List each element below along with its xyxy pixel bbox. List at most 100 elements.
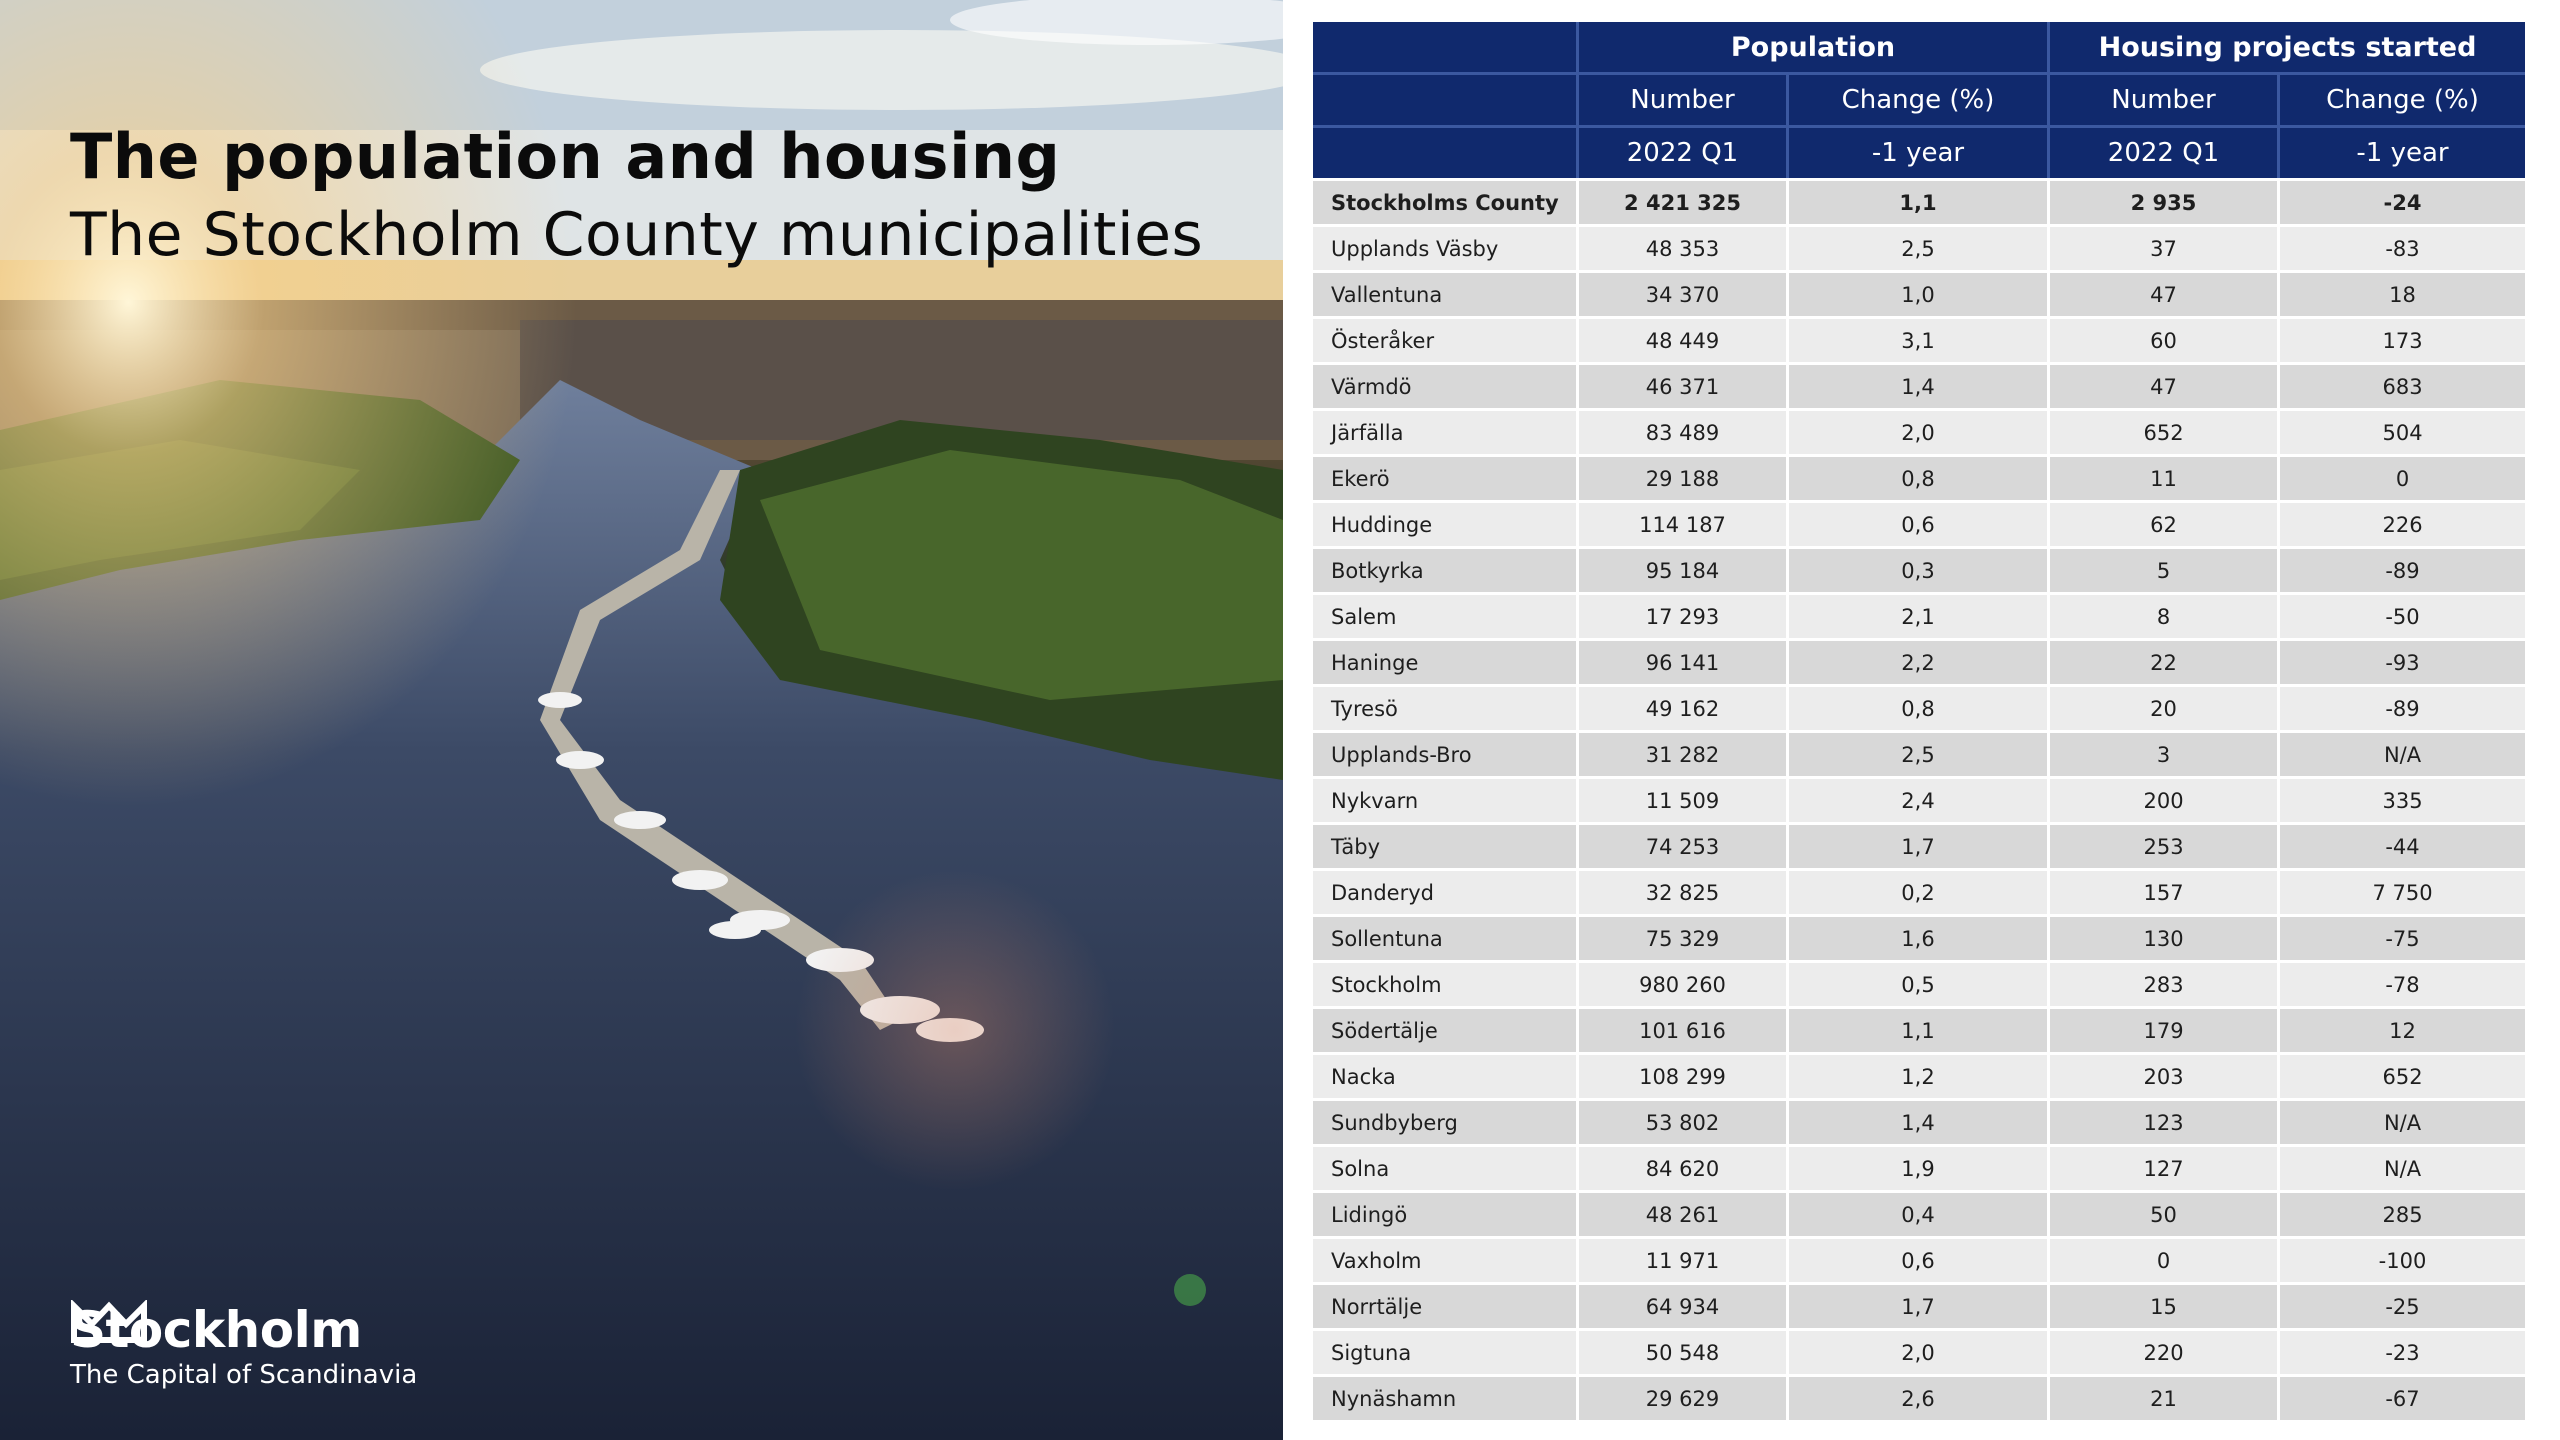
- table-cell: 74 253: [1579, 822, 1789, 868]
- table-cell: 46 371: [1579, 362, 1789, 408]
- table-cell: -78: [2280, 960, 2526, 1006]
- table-cell: 53 802: [1579, 1098, 1789, 1144]
- table-cell: 226: [2280, 500, 2526, 546]
- table-row: Norrtälje 64 934 1,7 15 -25: [1313, 1282, 2526, 1328]
- group-header-population: Population: [1579, 22, 2051, 75]
- table-row: Nacka 108 299 1,2 203 652: [1313, 1052, 2526, 1098]
- table-cell: 0: [2280, 454, 2526, 500]
- table-cell: 157: [2050, 868, 2281, 914]
- municipality-name: Upplands-Bro: [1313, 730, 1579, 776]
- table-cell: 2,0: [1789, 408, 2051, 454]
- table-cell: 48 449: [1579, 316, 1789, 362]
- table-cell: N/A: [2280, 1144, 2526, 1190]
- table-cell: 11: [2050, 454, 2281, 500]
- table-cell: 0,3: [1789, 546, 2051, 592]
- table-cell: 21: [2050, 1374, 2281, 1420]
- table-cell: 18: [2280, 270, 2526, 316]
- table-cell: -83: [2280, 224, 2526, 270]
- table-cell: 0,8: [1789, 684, 2051, 730]
- table-cell: -44: [2280, 822, 2526, 868]
- table-row: Solna 84 620 1,9 127 N/A: [1313, 1144, 2526, 1190]
- table-cell: 12: [2280, 1006, 2526, 1052]
- table-cell: -93: [2280, 638, 2526, 684]
- municipality-name: Värmdö: [1313, 362, 1579, 408]
- table-cell: -24: [2280, 178, 2526, 224]
- table-cell: 17 293: [1579, 592, 1789, 638]
- table-cell: 83 489: [1579, 408, 1789, 454]
- table-cell: 47: [2050, 270, 2281, 316]
- municipality-name: Nacka: [1313, 1052, 1579, 1098]
- table-cell: 0,4: [1789, 1190, 2051, 1236]
- municipality-name: Norrtälje: [1313, 1282, 1579, 1328]
- table-cell: 20: [2050, 684, 2281, 730]
- table-cell: 50: [2050, 1190, 2281, 1236]
- municipality-name: Sigtuna: [1313, 1328, 1579, 1374]
- table-row: Lidingö 48 261 0,4 50 285: [1313, 1190, 2526, 1236]
- table-cell: 114 187: [1579, 500, 1789, 546]
- table-cell: 64 934: [1579, 1282, 1789, 1328]
- table-cell: 1,7: [1789, 1282, 2051, 1328]
- table-row: Ekerö 29 188 0,8 11 0: [1313, 454, 2526, 500]
- table-cell: 75 329: [1579, 914, 1789, 960]
- table-cell: 11 509: [1579, 776, 1789, 822]
- table-row: Botkyrka 95 184 0,3 5 -89: [1313, 546, 2526, 592]
- column-header: Change (%): [1789, 75, 2051, 128]
- table-cell: 60: [2050, 316, 2281, 362]
- table-row: Stockholm 980 260 0,5 283 -78: [1313, 960, 2526, 1006]
- table-cell: 0,6: [1789, 1236, 2051, 1282]
- column-subheader: -1 year: [1789, 128, 2051, 178]
- table-cell: -50: [2280, 592, 2526, 638]
- table-row: Södertälje 101 616 1,1 179 12: [1313, 1006, 2526, 1052]
- table-row: Österåker 48 449 3,1 60 173: [1313, 316, 2526, 362]
- column-header: Change (%): [2280, 75, 2526, 128]
- table-row: Vaxholm 11 971 0,6 0 -100: [1313, 1236, 2526, 1282]
- table-cell: 652: [2280, 1052, 2526, 1098]
- table-cell: 15: [2050, 1282, 2281, 1328]
- group-header-housing: Housing projects started: [2050, 22, 2526, 75]
- municipality-name: Järfälla: [1313, 408, 1579, 454]
- table-cell: 123: [2050, 1098, 2281, 1144]
- table-cell: 0: [2050, 1236, 2281, 1282]
- table-row: Danderyd 32 825 0,2 157 7 750: [1313, 868, 2526, 914]
- logo-name: Stockholm: [70, 1301, 362, 1359]
- logo-tagline: The Capital of Scandinavia: [70, 1360, 418, 1390]
- table-cell: 84 620: [1579, 1144, 1789, 1190]
- table-cell: 200: [2050, 776, 2281, 822]
- page-subtitle: The Stockholm County municipalities: [70, 200, 1204, 270]
- table-cell: 62: [2050, 500, 2281, 546]
- column-subheader: -1 year: [2280, 128, 2526, 178]
- table-cell: 1,2: [1789, 1052, 2051, 1098]
- table-cell: -75: [2280, 914, 2526, 960]
- table-row-total: Stockholms County 2 421 325 1,1 2 935 -24: [1313, 178, 2526, 224]
- table-cell: 108 299: [1579, 1052, 1789, 1098]
- municipality-name: Lidingö: [1313, 1190, 1579, 1236]
- table-cell: 3,1: [1789, 316, 2051, 362]
- table-cell: 283: [2050, 960, 2281, 1006]
- municipality-name: Haninge: [1313, 638, 1579, 684]
- table-cell: 0,6: [1789, 500, 2051, 546]
- title-block: The population and housing The Stockholm…: [70, 118, 1203, 274]
- municipality-name: Botkyrka: [1313, 546, 1579, 592]
- table-cell: N/A: [2280, 730, 2526, 776]
- table-cell: -67: [2280, 1374, 2526, 1420]
- table-cell: 48 353: [1579, 224, 1789, 270]
- table-cell: 5: [2050, 546, 2281, 592]
- table-cell: 2 421 325: [1579, 178, 1789, 224]
- table-cell: 2,2: [1789, 638, 2051, 684]
- municipality-name: Salem: [1313, 592, 1579, 638]
- header-empty: [1313, 22, 1579, 75]
- municipality-name: Österåker: [1313, 316, 1579, 362]
- table-cell: 2,0: [1789, 1328, 2051, 1374]
- header-empty: [1313, 75, 1579, 128]
- table-cell: 2,6: [1789, 1374, 2051, 1420]
- table-cell: 652: [2050, 408, 2281, 454]
- table-cell: 285: [2280, 1190, 2526, 1236]
- table-cell: 32 825: [1579, 868, 1789, 914]
- municipality-name: Nynäshamn: [1313, 1374, 1579, 1420]
- table-row: Täby 74 253 1,7 253 -44: [1313, 822, 2526, 868]
- table-cell: 29 188: [1579, 454, 1789, 500]
- table-cell: 2,5: [1789, 730, 2051, 776]
- table-cell: 29 629: [1579, 1374, 1789, 1420]
- municipality-name: Tyresö: [1313, 684, 1579, 730]
- municipalities-table: Population Housing projects started Numb…: [1313, 22, 2526, 1420]
